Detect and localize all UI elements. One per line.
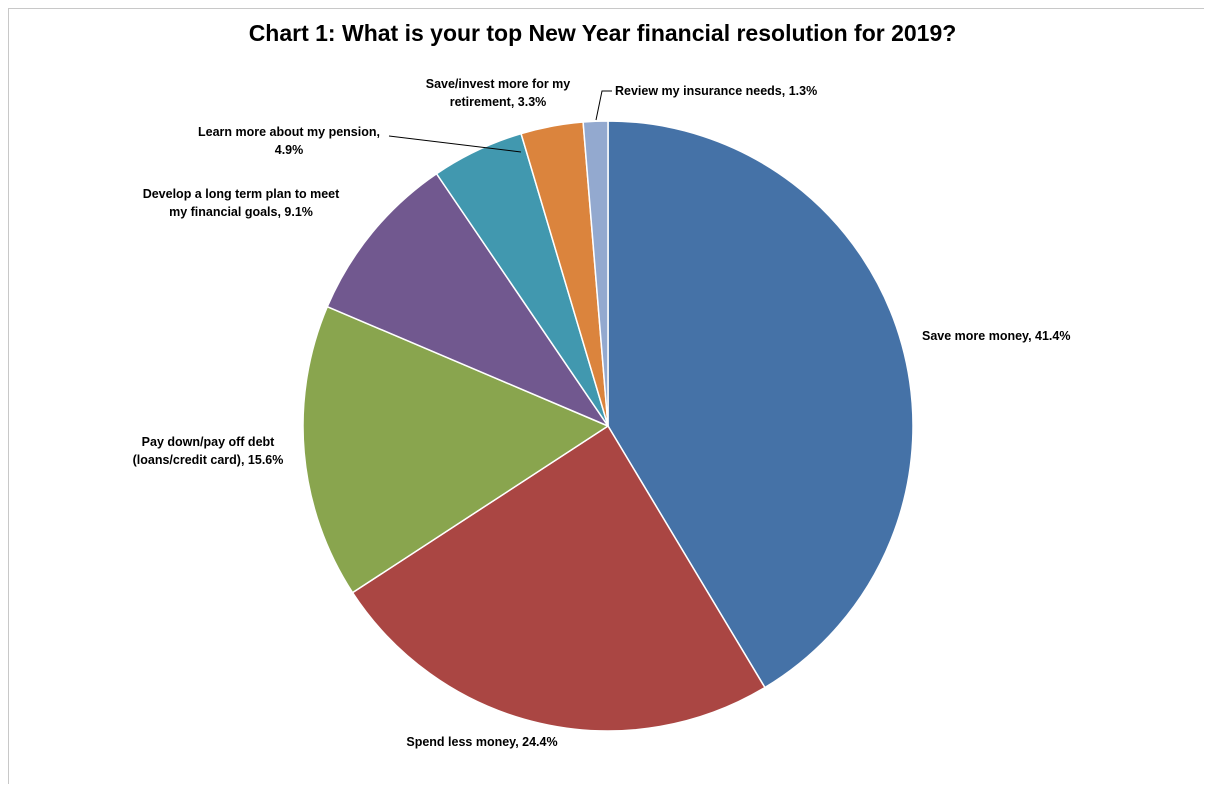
pie-slice-7 [582, 120, 609, 427]
leader-line-7 [595, 90, 612, 121]
slice-label-2: Spend less money, 24.4% [406, 735, 557, 749]
slice-label-7: Review my insurance needs, 1.3% [615, 84, 817, 98]
slice-label-3: Pay down/pay off debt (loans/credit card)… [133, 435, 284, 467]
pie-slice-4 [326, 172, 609, 427]
slice-label-4: Develop a long term plan to meet my finan… [143, 187, 340, 219]
pie-slice-1 [607, 120, 914, 689]
chart-title: Chart 1: What is your top New Year finan… [248, 20, 957, 46]
pie-slice-2 [351, 425, 766, 732]
chart-frame [8, 8, 1204, 784]
slice-label-1: Save more money, 41.4% [922, 329, 1070, 343]
slice-label-5: Learn more about my pension, 4.9% [198, 125, 380, 157]
slice-label-6: Save/invest more for my retirement, 3.3% [426, 77, 571, 109]
pie-slice-3 [302, 305, 609, 594]
leader-line-5 [388, 135, 522, 153]
